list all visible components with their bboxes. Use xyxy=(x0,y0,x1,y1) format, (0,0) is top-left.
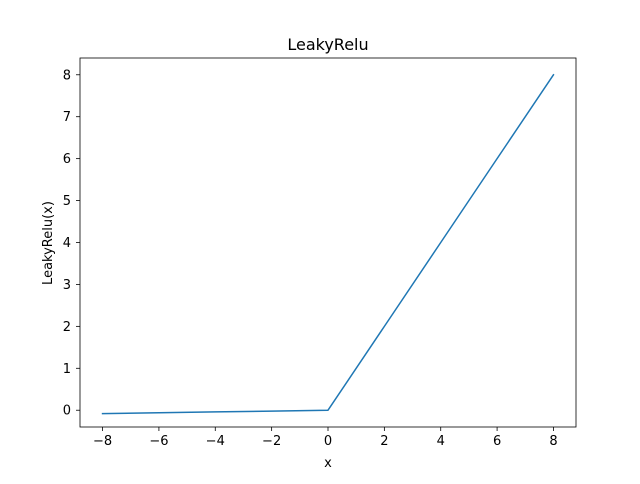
x-tick-label: 0 xyxy=(324,434,332,449)
y-tick-label: 3 xyxy=(63,278,71,293)
axes: −8 −6 −4 −2 0 2 4 6 8 0 1 2 3 4 5 6 7 8 xyxy=(63,57,577,449)
x-tick-label: −8 xyxy=(93,434,112,449)
x-axis-label: x xyxy=(324,456,332,471)
y-tick-label: 2 xyxy=(63,320,71,335)
y-tick-label: 1 xyxy=(63,362,71,377)
y-tick-label: 0 xyxy=(63,404,71,419)
chart-title: LeakyRelu xyxy=(287,35,368,54)
x-tick-label: 6 xyxy=(493,434,501,449)
x-tick-label: 8 xyxy=(549,434,557,449)
y-tick-label: 7 xyxy=(63,110,71,125)
x-tick-label: 4 xyxy=(437,434,445,449)
y-axis-label: LeakyRelu(x) xyxy=(41,201,56,285)
x-tick-label: −6 xyxy=(149,434,168,449)
x-tick-label: −2 xyxy=(262,434,281,449)
series-line-0 xyxy=(101,73,555,415)
x-tick-label: 2 xyxy=(380,434,388,449)
y-tick-label: 8 xyxy=(63,68,71,83)
y-tick-label: 6 xyxy=(63,152,71,167)
plot-area xyxy=(101,73,555,415)
x-tick-label: −4 xyxy=(206,434,225,449)
y-tick-label: 5 xyxy=(63,194,71,209)
y-tick-label: 4 xyxy=(63,236,71,251)
